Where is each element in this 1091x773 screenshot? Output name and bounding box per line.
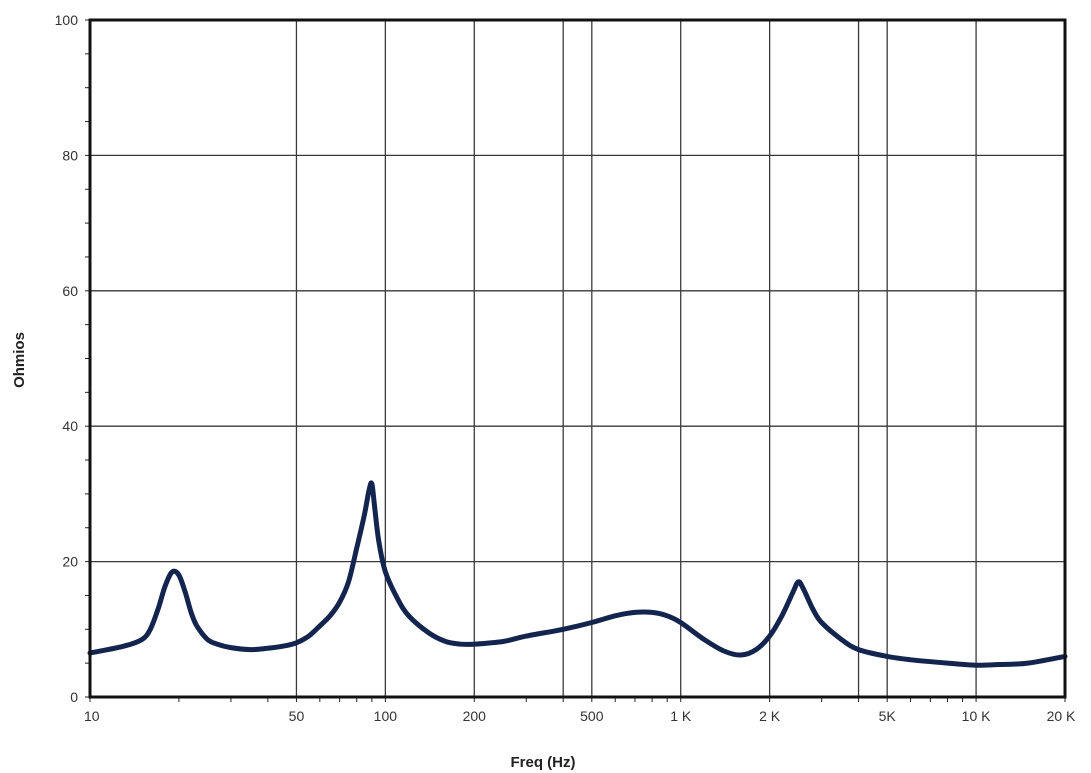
x-tick-label: 2 K bbox=[759, 708, 781, 724]
plot-background bbox=[90, 20, 1065, 697]
y-axis-title: Ohmios bbox=[11, 332, 28, 388]
x-tick-label: 20 K bbox=[1047, 708, 1076, 724]
y-tick-label: 60 bbox=[62, 283, 78, 299]
grid-lines bbox=[90, 20, 1065, 697]
y-tick-label: 100 bbox=[55, 12, 79, 28]
x-tick-label: 100 bbox=[374, 708, 398, 724]
x-tick-label: 5K bbox=[879, 708, 897, 724]
x-axis-title: Freq (Hz) bbox=[511, 754, 576, 771]
plot-frame bbox=[88, 18, 1067, 699]
y-tick-label: 80 bbox=[62, 147, 78, 163]
impedance-curve bbox=[87, 480, 1068, 668]
x-tick-label: 10 bbox=[84, 708, 100, 724]
y-tick-label: 0 bbox=[70, 689, 78, 705]
x-tick-label: 500 bbox=[580, 708, 604, 724]
y-tick-label: 40 bbox=[62, 418, 78, 434]
series-group bbox=[87, 480, 1068, 668]
x-tick-labels: 10 50 100 200 500 1 K 2 K 5K 10 K 20 K bbox=[84, 708, 1076, 724]
y-tick-label: 20 bbox=[62, 554, 78, 570]
x-tick-label: 10 K bbox=[962, 708, 991, 724]
y-tick-labels: 0 20 40 60 80 100 bbox=[55, 12, 79, 705]
x-tick-label: 50 bbox=[289, 708, 305, 724]
x-tick-label: 200 bbox=[463, 708, 487, 724]
x-tick-label: 1 K bbox=[670, 708, 692, 724]
